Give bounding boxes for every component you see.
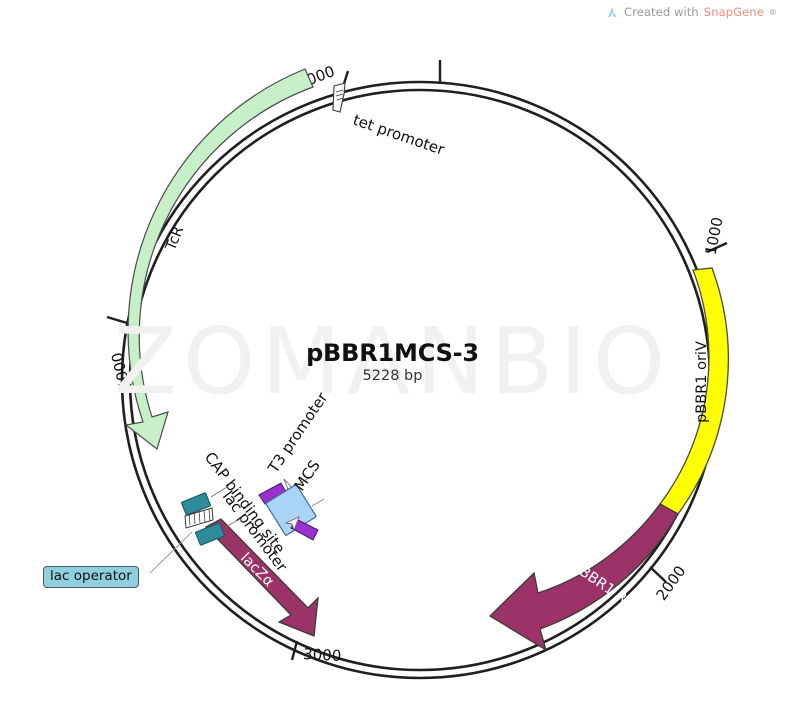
lac-operator-leader-line (149, 531, 193, 574)
credit-registered: ® (768, 7, 777, 17)
tick-mark-1000 (706, 241, 728, 254)
feature-label-tcr: TcR (163, 224, 187, 254)
lac-operator-label: lac operator (50, 568, 132, 584)
tick-label-1000: 1000 (702, 216, 727, 257)
tick-label-2000: 2000 (652, 562, 689, 603)
feature-lac-operator-glyph[interactable] (184, 507, 214, 529)
feature-tet-promoter[interactable]: tet promoter (332, 82, 448, 159)
feature-t7-promoter-arrow[interactable] (284, 516, 319, 541)
watermark-text: ZOMANBIO (113, 308, 672, 415)
feature-label-mcs: MCS (290, 457, 323, 494)
feature-label-tet-promoter: tet promoter (351, 111, 448, 159)
credit-brand: SnapGene (703, 5, 764, 19)
lac-operator-callout[interactable]: lac operator (43, 566, 139, 588)
tick-mark-2000 (649, 566, 667, 583)
credit-prefix: Created with (624, 5, 699, 19)
tick-marks (106, 60, 728, 661)
feature-label-pbbr1-oriv: pBBR1 oriV (694, 341, 710, 423)
snapgene-credit: Created with SnapGene ® (606, 5, 777, 19)
snapgene-logo-icon (606, 6, 619, 19)
tick-mark-3000 (290, 640, 299, 661)
tick-mark-4000 (106, 315, 128, 325)
tick-label-3000: 3000 (303, 645, 342, 665)
